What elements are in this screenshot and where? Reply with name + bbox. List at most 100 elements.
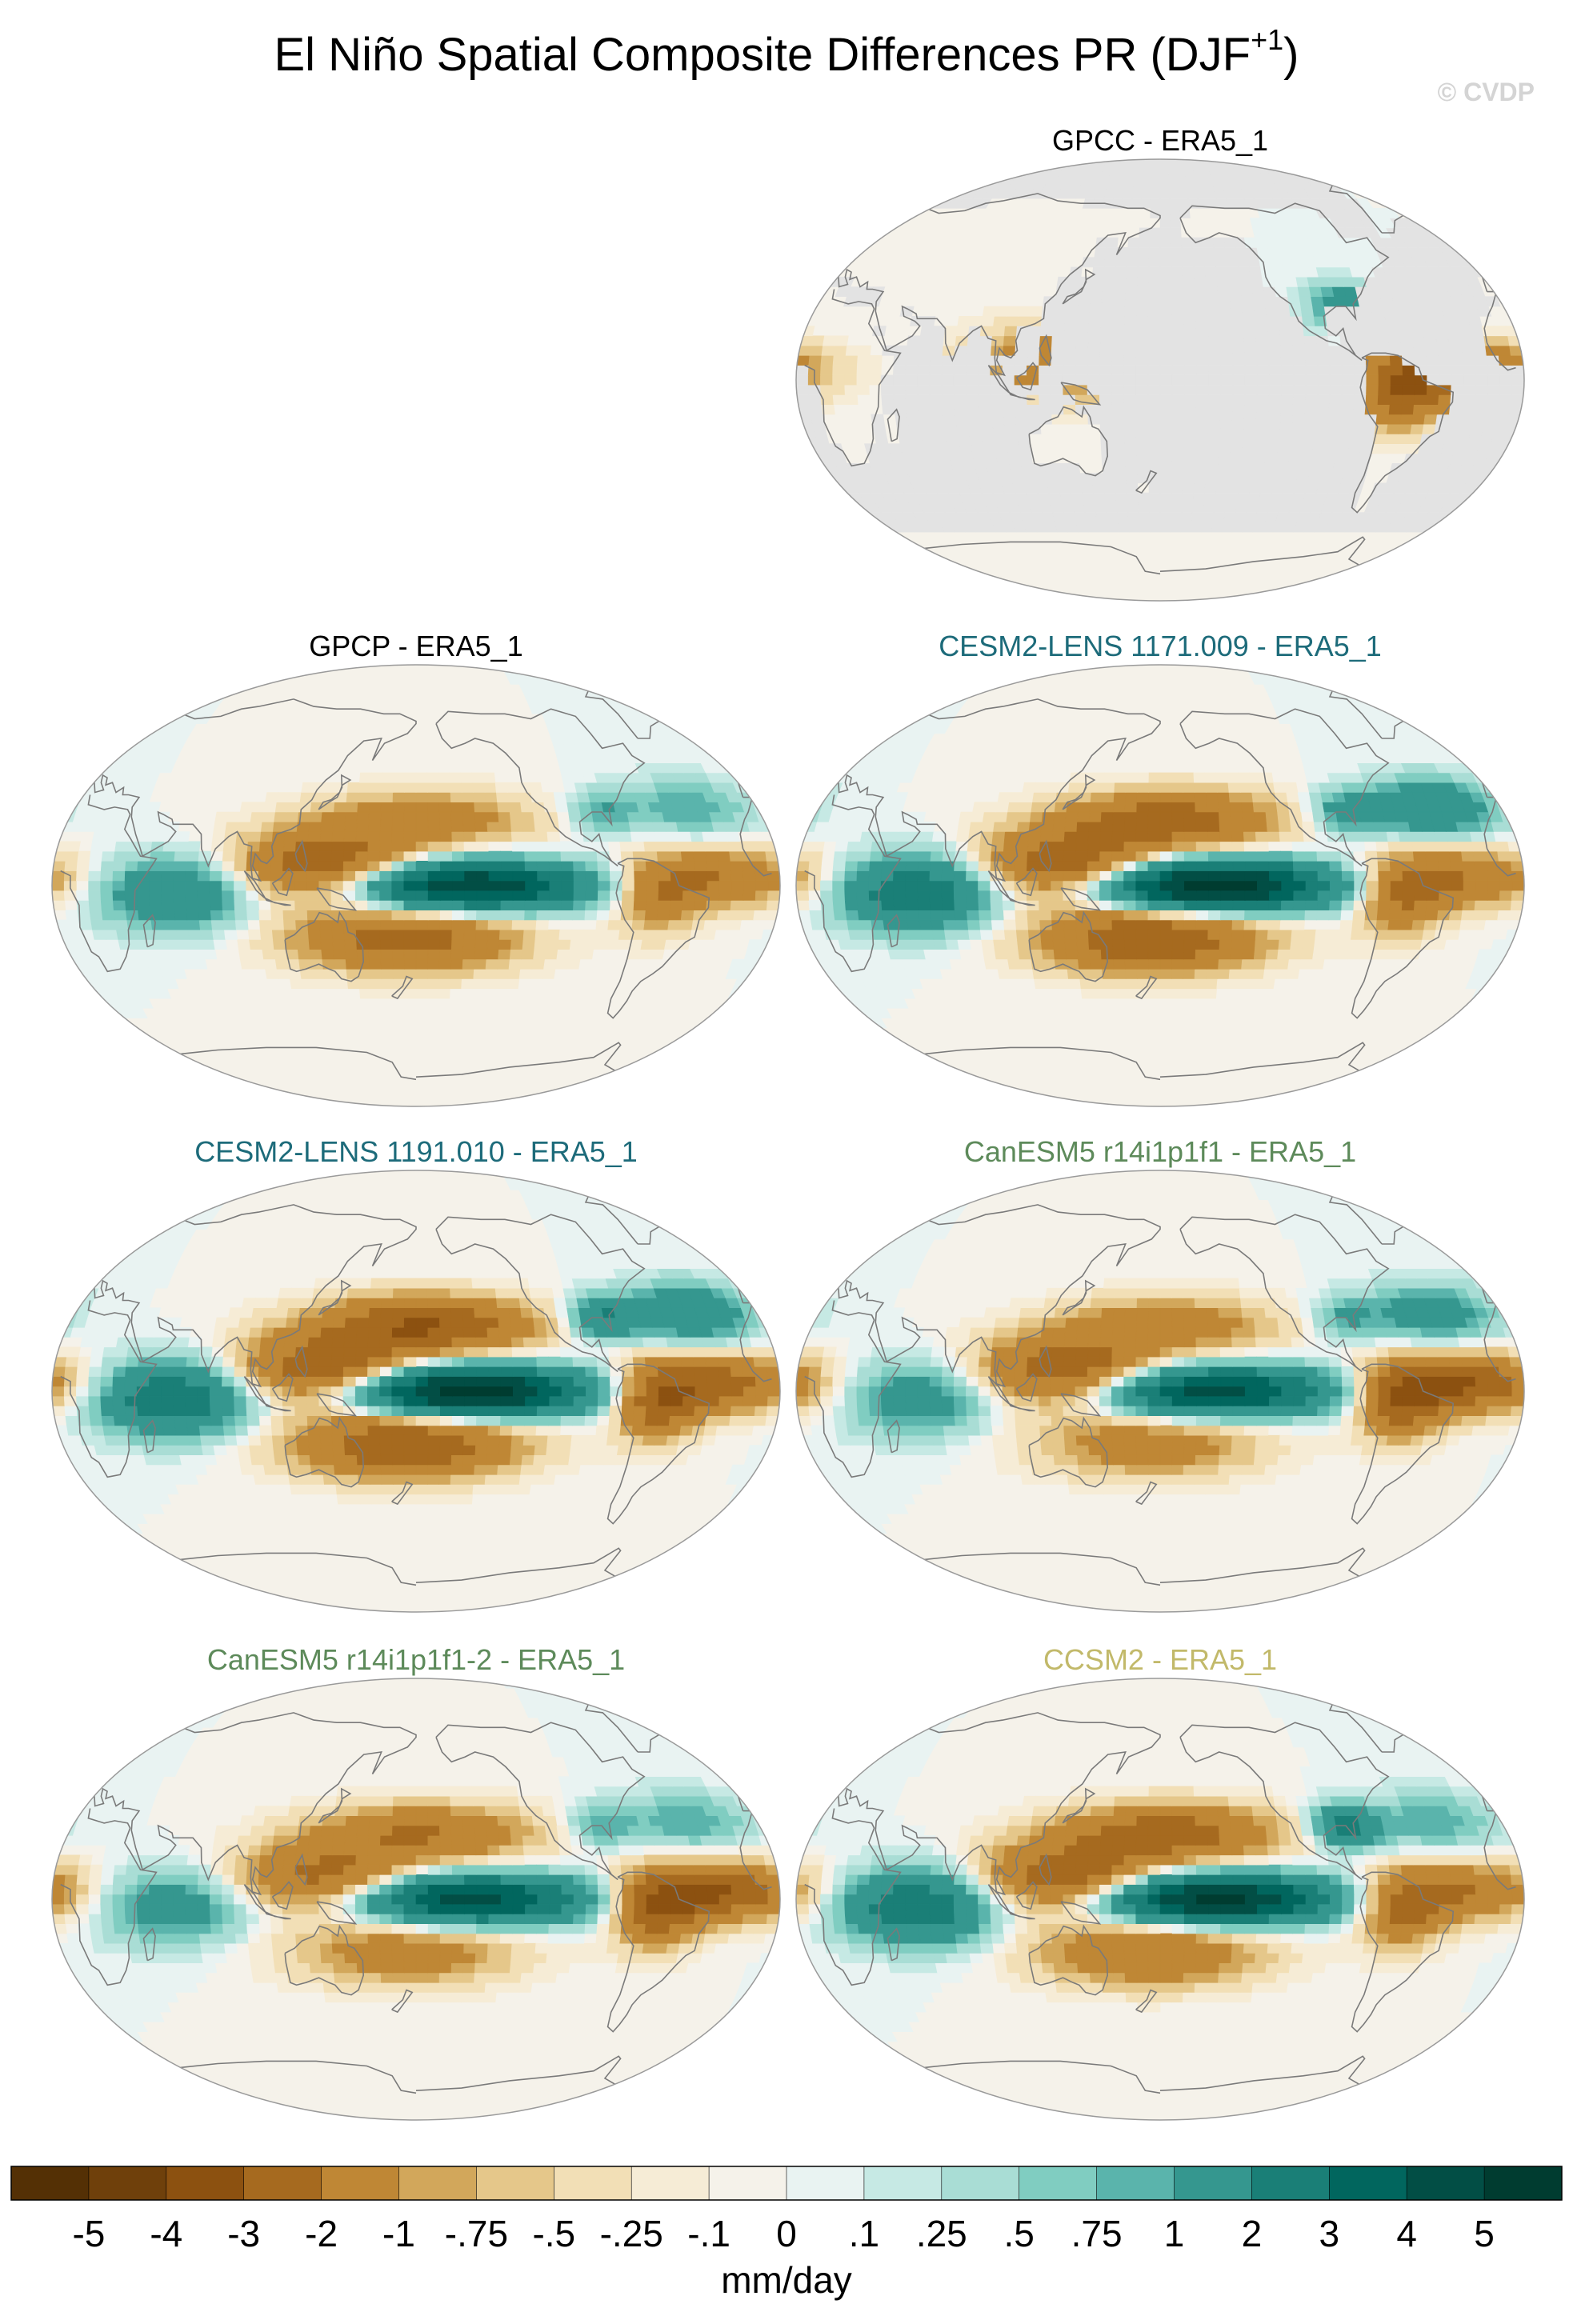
grid-cell — [345, 802, 358, 813]
grid-cell — [1039, 374, 1051, 386]
grid-cell — [464, 870, 478, 882]
grid-cell — [251, 958, 266, 970]
grid-cell — [1076, 822, 1090, 832]
grid-cell — [1015, 423, 1030, 434]
grid-cell — [1255, 929, 1269, 940]
grid-cell — [100, 890, 114, 901]
grid-cell — [1474, 861, 1488, 871]
grid-cell — [1401, 900, 1415, 910]
grid-cell — [183, 674, 205, 685]
grid-cell — [1411, 414, 1426, 425]
grid-cell — [923, 159, 947, 170]
grid-cell — [1247, 492, 1261, 503]
grid-cell — [524, 900, 538, 910]
grid-cell — [1422, 831, 1436, 842]
grid-cell — [301, 978, 315, 990]
grid-cell — [1287, 453, 1302, 464]
grid-cell — [246, 890, 259, 901]
grid-cell — [107, 723, 127, 734]
grid-cell — [642, 929, 657, 940]
grid-cell — [92, 929, 107, 940]
grid-cell — [1135, 374, 1149, 386]
grid-cell — [652, 939, 667, 950]
grid-cell — [833, 850, 847, 862]
grid-cell — [1499, 365, 1513, 376]
grid-cell — [631, 841, 646, 852]
grid-cell — [578, 802, 593, 813]
grid-cell — [81, 1503, 99, 1514]
grid-cell — [1372, 315, 1387, 326]
grid-cell — [549, 870, 562, 882]
grid-cell — [953, 374, 967, 386]
grid-cell — [1099, 841, 1113, 852]
grid-cell — [1292, 404, 1306, 415]
grid-cell — [1386, 423, 1401, 434]
grid-cell — [536, 910, 550, 921]
grid-cell — [543, 802, 558, 813]
grid-cell — [358, 792, 371, 803]
grid-cell — [297, 949, 311, 960]
grid-cell — [1256, 365, 1270, 376]
grid-cell — [923, 443, 938, 454]
grid-cell — [1286, 286, 1300, 298]
grid-cell — [332, 939, 346, 950]
grid-cell — [1263, 792, 1277, 803]
grid-cell — [988, 159, 1007, 170]
grid-cell — [98, 1008, 116, 1018]
grid-cell — [322, 802, 335, 813]
grid-cell — [1292, 394, 1307, 406]
grid-cell — [301, 782, 315, 793]
grid-cell — [163, 684, 185, 695]
grid-cell — [1195, 850, 1209, 862]
grid-cell — [357, 802, 370, 813]
grid-cell — [1357, 296, 1372, 307]
grid-cell — [869, 198, 890, 209]
grid-cell — [1471, 753, 1490, 764]
grid-cell — [1196, 365, 1210, 376]
grid-cell — [1487, 880, 1500, 891]
grid-cell — [549, 890, 562, 901]
grid-cell — [1431, 198, 1451, 209]
grid-cell — [289, 978, 303, 990]
grid-cell — [1231, 345, 1246, 356]
grid-cell — [473, 792, 486, 803]
grid-cell — [392, 949, 405, 960]
grid-cell — [512, 880, 526, 891]
grid-cell — [344, 949, 358, 960]
grid-cell — [1391, 684, 1413, 695]
grid-cell — [1088, 949, 1103, 960]
grid-cell — [917, 365, 931, 376]
grid-cell — [1355, 198, 1374, 209]
grid-cell — [713, 1533, 732, 1544]
grid-cell — [1400, 404, 1415, 415]
grid-cell — [1193, 482, 1206, 494]
grid-cell — [523, 919, 537, 930]
grid-cell — [102, 841, 117, 852]
grid-cell — [438, 811, 452, 822]
grid-cell — [1195, 802, 1207, 813]
grid-cell — [1125, 473, 1139, 484]
grid-cell — [498, 811, 511, 822]
grid-cell — [1256, 345, 1270, 356]
grid-cell — [379, 861, 393, 871]
grid-cell — [1159, 218, 1171, 229]
grid-cell — [226, 811, 241, 822]
grid-cell — [929, 374, 943, 386]
grid-cell — [1137, 257, 1150, 268]
grid-cell — [283, 831, 298, 842]
grid-cell — [983, 958, 999, 970]
grid-cell — [1471, 502, 1490, 513]
grid-cell — [640, 694, 660, 705]
grid-cell — [1231, 919, 1245, 930]
grid-cell — [1218, 453, 1231, 464]
grid-cell — [893, 374, 906, 386]
grid-cell — [1216, 276, 1230, 287]
grid-cell — [1182, 257, 1195, 268]
grid-cell — [856, 870, 870, 882]
grid-cell — [370, 782, 382, 793]
grid-cell — [1171, 423, 1185, 434]
grid-cell — [1183, 861, 1197, 871]
grid-cell — [573, 890, 586, 901]
grid-cell — [476, 900, 490, 910]
grid-cell — [1159, 286, 1172, 298]
